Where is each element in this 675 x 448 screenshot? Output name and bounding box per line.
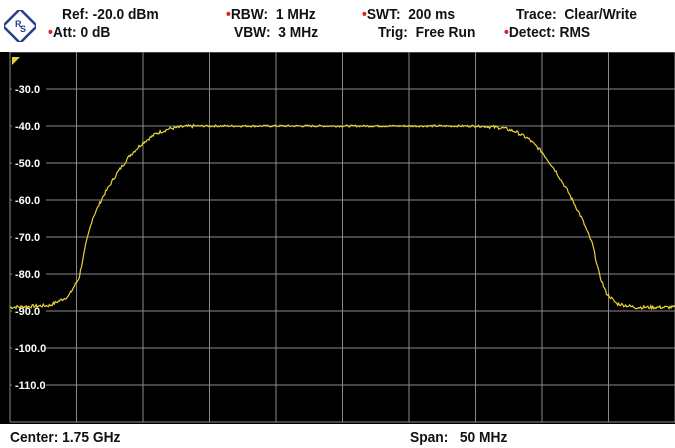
y-tick-label: -90.0 [15,306,40,318]
detector-setting[interactable]: •Detect: RMS [504,24,591,41]
trace [9,123,675,311]
y-tick-label-bg [12,156,46,169]
y-tick-label-bg [12,267,46,280]
grid [9,52,675,423]
rohde-schwarz-logo-icon: R S [4,10,36,42]
y-tick-label-bg [12,82,46,95]
y-tick-label: -60.0 [15,195,40,207]
attenuation[interactable]: •Att: 0 dB [48,24,111,41]
reference-marker-icon [12,57,20,65]
y-tick-label: -40.0 [15,121,40,133]
status-dot-icon: • [48,24,53,41]
status-dot-icon: • [362,6,367,23]
y-tick-label: -50.0 [15,158,40,170]
y-tick-label: -70.0 [15,232,40,244]
vbw-setting[interactable]: VBW: 3 MHz [234,24,319,41]
trigger-setting[interactable]: Trig: Free Run [378,24,476,41]
y-tick-label: -80.0 [15,269,40,281]
rbw-setting[interactable]: •RBW: 1 MHz [226,6,316,23]
trace-mode[interactable]: Trace: Clear/Write [516,6,637,23]
y-tick-label-bg [12,119,46,132]
status-footer: Center: 1.75 GHz Span: 50 MHz [0,424,675,448]
ref-level[interactable]: Ref: -20.0 dBm [62,6,159,23]
status-dot-icon: • [504,24,509,41]
y-tick-label-bg [12,341,46,354]
svg-text:S: S [20,24,26,34]
y-tick-label-bg [12,230,46,243]
span-setting[interactable]: Span: 50 MHz [410,429,508,446]
sweep-time[interactable]: •SWT: 200 ms [362,6,456,23]
trace-line [9,123,675,311]
spectrum-display[interactable]: -30.0 -40.0 -50.0 -60.0 -70.0 -80.0 -90.0 -100.… [0,52,675,424]
center-frequency[interactable]: Center: 1.75 GHz [10,429,121,446]
status-dot-icon: • [226,6,231,23]
y-tick-label: -100.0 [15,343,46,355]
y-tick-label-bg [12,378,46,391]
status-header: R S Ref: -20.0 dBm •Att: 0 dB •RBW: 1 MH… [0,0,675,52]
y-tick-label-bg [12,193,46,206]
y-tick-label: -30.0 [15,84,40,96]
spectrum-plot[interactable]: -30.0 -40.0 -50.0 -60.0 -70.0 -80.0 -90.0 -100.… [0,52,675,424]
y-tick-label: -110.0 [15,380,46,392]
y-axis-labels: -30.0 -40.0 -50.0 -60.0 -70.0 -80.0 -90.0 -100.… [12,82,46,392]
svg-text:R: R [15,19,22,29]
